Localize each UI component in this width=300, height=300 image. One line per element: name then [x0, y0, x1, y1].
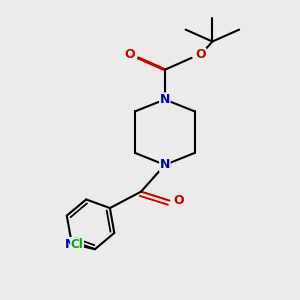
Text: N: N	[160, 158, 170, 171]
Text: N: N	[64, 238, 75, 250]
Text: O: O	[195, 48, 206, 62]
Text: O: O	[173, 194, 184, 207]
Text: Cl: Cl	[71, 238, 83, 251]
Text: N: N	[160, 93, 170, 106]
Text: O: O	[124, 48, 134, 62]
